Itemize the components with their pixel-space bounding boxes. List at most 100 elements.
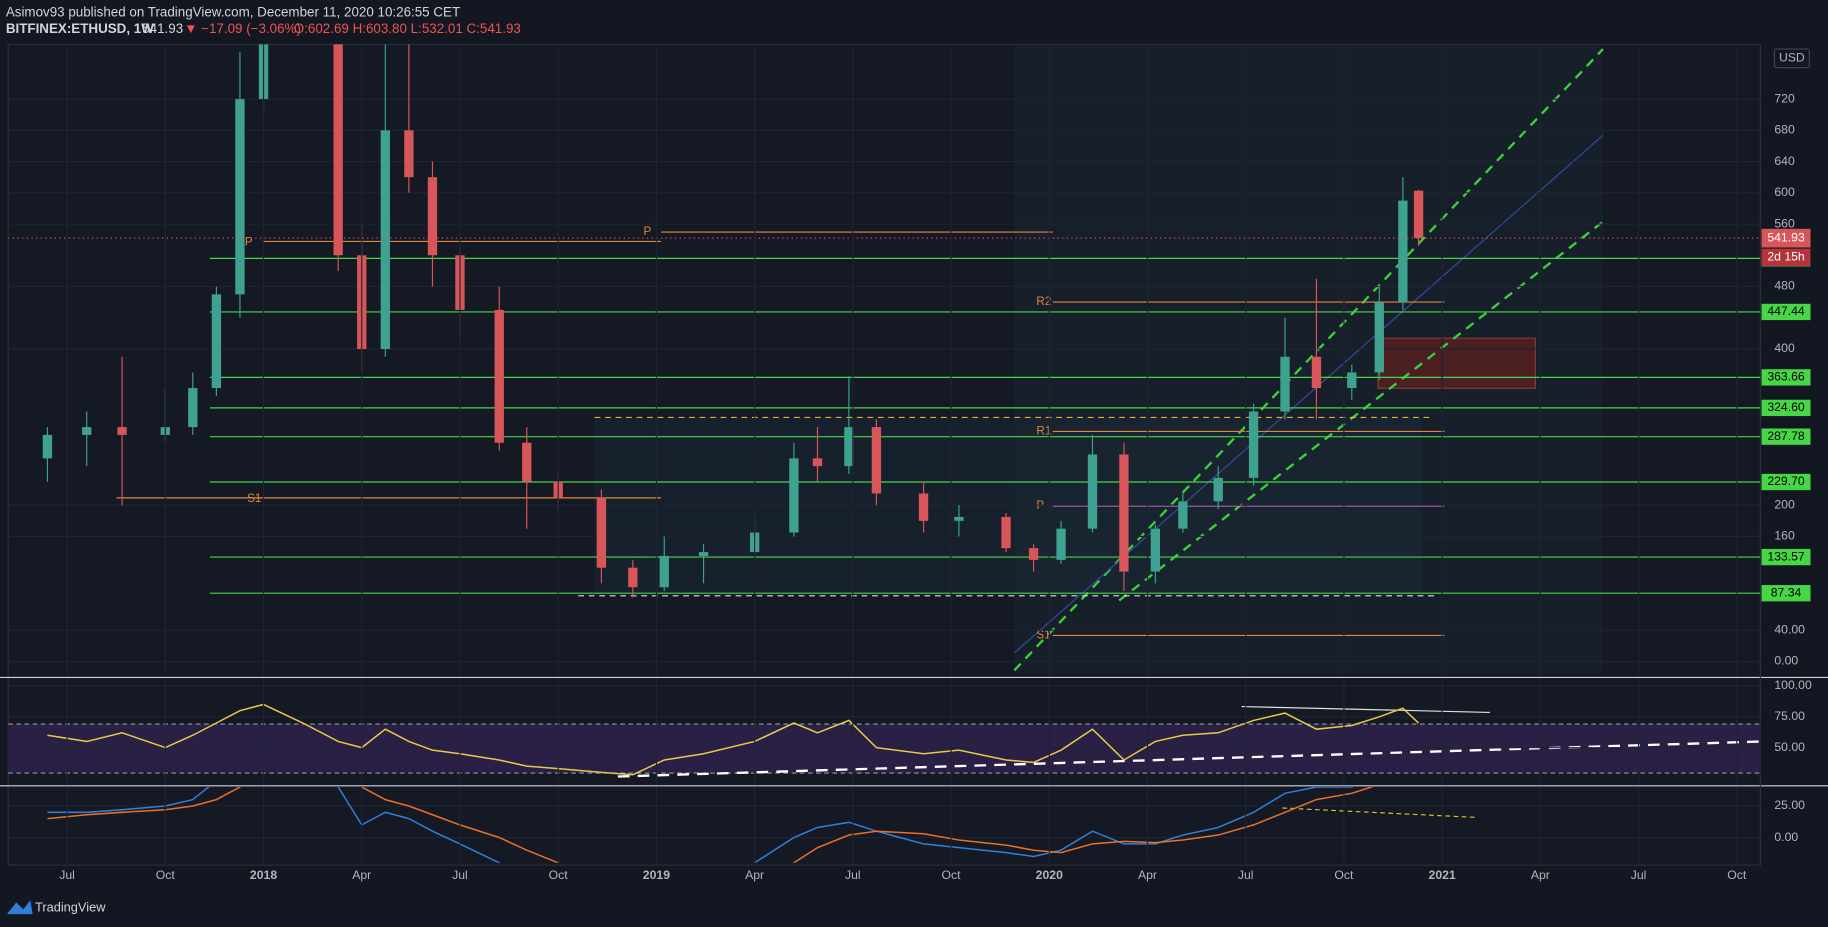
candle-body (659, 555, 669, 588)
last-price-badge (1761, 228, 1811, 248)
candle-body (1178, 501, 1188, 529)
x-tick-label: 2021 (1429, 868, 1456, 882)
y-tick-label: 200 (1774, 497, 1795, 511)
last-price: 541.93 (142, 21, 183, 36)
level-label: 87.34 (1771, 585, 1802, 599)
x-tick-label: Apr (1531, 868, 1550, 882)
level-badge (1761, 303, 1811, 321)
candle-body (1150, 528, 1161, 572)
currency: USD (1779, 51, 1805, 65)
y-tick-label: 720 (1774, 91, 1795, 105)
x-tick-label: Oct (942, 868, 962, 882)
x-tick-label: Oct (156, 868, 176, 882)
indicator-line (47, 703, 1420, 776)
y-tick-label: 400 (1774, 341, 1795, 355)
candle-body (494, 309, 504, 443)
brand: TradingView (35, 900, 106, 915)
last-price-label: 541.93 (1767, 230, 1805, 244)
x-tick-label: Apr (1138, 868, 1157, 882)
x-tick-label: Jul (452, 868, 468, 882)
candle-body (1374, 302, 1384, 373)
y-tick-label: 75.00 (1774, 709, 1805, 723)
candle-body (698, 552, 709, 556)
x-tick-label: Oct (1727, 868, 1747, 882)
y-tick-label: 25.00 (1774, 798, 1805, 812)
pivot-label: P (245, 236, 253, 249)
y-tick-label: 160 (1774, 529, 1795, 543)
y-tick-label: 560 (1774, 216, 1795, 230)
x-tick-label: 2018 (250, 868, 277, 882)
y-tick-label: 0.00 (1774, 654, 1798, 668)
candle-body (844, 427, 854, 467)
x-tick-label: Jul (1238, 868, 1254, 882)
x-tick-label: 2020 (1036, 868, 1063, 882)
x-tick-label: Jul (1631, 868, 1647, 882)
pivot-label: R1 (1036, 425, 1051, 438)
pivot-label: S1 (1036, 629, 1050, 642)
level-label: 363.66 (1767, 370, 1805, 384)
symbol: BITFINEX:ETHUSD, 1W (6, 21, 154, 36)
candle-body (918, 493, 929, 521)
countdown: 2d 15h (1767, 250, 1805, 264)
candle-body (427, 177, 438, 256)
candle-body (812, 458, 823, 467)
x-tick-label: Apr (352, 868, 371, 882)
candle-body (235, 99, 245, 295)
level-label: 447.44 (1767, 304, 1805, 318)
currency-badge (1773, 48, 1810, 69)
level-label: 287.78 (1767, 429, 1805, 443)
rsi-trendline (1241, 705, 1490, 713)
y-tick-label: 40.00 (1774, 622, 1805, 636)
level-badge (1761, 548, 1811, 566)
x-tick-label: Jul (59, 868, 75, 882)
candle-body (1280, 356, 1290, 412)
candle-body (1413, 190, 1424, 239)
candle-body (954, 516, 964, 521)
candle-body (1398, 200, 1408, 303)
candle-body (871, 427, 882, 494)
candle-body (1213, 477, 1223, 502)
candle-body (1087, 454, 1098, 529)
ohlc: O:602.69 H:603.80 L:532.01 C:541.93 (294, 21, 521, 36)
x-tick-label: Oct (1334, 868, 1354, 882)
candle-body (1311, 356, 1322, 389)
candle-body (1001, 516, 1011, 549)
x-tick-label: Jul (845, 868, 861, 882)
candle-body (522, 442, 532, 482)
candle-body (1347, 372, 1357, 389)
indicator-line (47, 787, 1374, 863)
candle-body (380, 130, 390, 349)
y-tick-label: 0.00 (1774, 830, 1798, 844)
candle-body (628, 567, 638, 588)
level-badge (1761, 473, 1811, 491)
candle-body (333, 44, 343, 256)
candle-body (596, 497, 607, 568)
candle-body (1028, 548, 1039, 560)
y-tick-label: 680 (1774, 123, 1795, 137)
countdown-badge (1761, 248, 1811, 267)
candle-body (1056, 528, 1066, 560)
level-label: 324.60 (1767, 400, 1805, 414)
y-tick-label: 50.00 (1774, 740, 1805, 754)
pane (8, 787, 1761, 863)
pivot-label: R2 (1036, 295, 1051, 308)
price-change: ▼ −17.09 (−3.06%) (184, 21, 301, 36)
publisher: Asimov93 published on TradingView.com, D… (6, 4, 460, 19)
x-tick-label: Apr (745, 868, 764, 882)
level-label: 229.70 (1767, 474, 1805, 488)
y-tick-label: 600 (1774, 185, 1795, 199)
candle-body (188, 388, 198, 428)
zone-box (1377, 337, 1536, 389)
level-badge (1761, 428, 1811, 445)
logo (6, 900, 33, 915)
candle-body (42, 434, 53, 459)
candle-body (789, 458, 799, 533)
candle-body (211, 294, 222, 389)
candle-body (1248, 411, 1259, 478)
level-badge (1761, 369, 1811, 386)
trend-channel (1013, 48, 1604, 672)
x-tick-label: 2019 (643, 868, 670, 882)
y-tick-label: 480 (1774, 279, 1795, 293)
level-badge (1761, 585, 1811, 602)
